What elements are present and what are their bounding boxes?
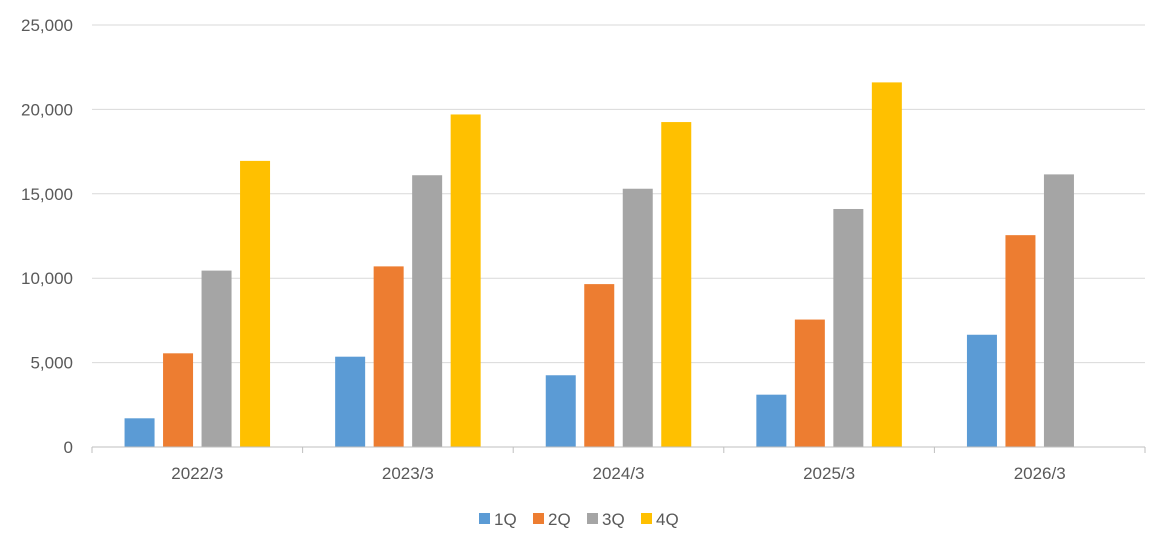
legend-swatch-3Q	[587, 513, 598, 524]
bar-2Q-2024-3	[584, 284, 615, 447]
bar-3Q-2026-3	[1043, 174, 1074, 447]
bar-4Q-2023-3	[450, 114, 481, 448]
bar-2Q-2023-3	[373, 266, 404, 447]
x-tick-label: 2026/3	[1014, 464, 1066, 483]
bar-1Q-2026-3	[966, 334, 997, 447]
x-tick-label: 2023/3	[382, 464, 434, 483]
x-tick-label: 2022/3	[171, 464, 223, 483]
bar-2Q-2022-3	[163, 353, 194, 447]
legend-swatch-4Q	[641, 513, 652, 524]
bars	[124, 82, 1074, 448]
bar-2Q-2026-3	[1005, 235, 1036, 447]
y-tick-label: 0	[64, 438, 73, 457]
legend-label-2Q: 2Q	[548, 510, 571, 529]
legend-label-4Q: 4Q	[656, 510, 679, 529]
y-tick-label: 25,000	[21, 16, 73, 35]
bar-2Q-2025-3	[794, 319, 825, 447]
legend-label-1Q: 1Q	[494, 510, 517, 529]
legend-swatch-1Q	[479, 513, 490, 524]
x-tick-label: 2025/3	[803, 464, 855, 483]
bar-1Q-2023-3	[335, 356, 366, 447]
x-axis	[91, 446, 1146, 453]
y-tick-label: 10,000	[21, 269, 73, 288]
x-tick-label: 2024/3	[593, 464, 645, 483]
y-tick-label: 20,000	[21, 100, 73, 119]
bar-3Q-2023-3	[412, 175, 443, 447]
y-tick-label: 15,000	[21, 185, 73, 204]
legend-label-3Q: 3Q	[602, 510, 625, 529]
y-tick-label: 5,000	[30, 354, 73, 373]
y-axis-tick-labels: 0 5,000 10,000 15,000 20,000 25,000	[21, 16, 73, 457]
legend-swatch-2Q	[533, 513, 544, 524]
bar-1Q-2024-3	[545, 375, 576, 447]
x-axis-tick-labels: 2022/3 2023/3 2024/3 2025/3 2026/3	[171, 464, 1065, 483]
bar-3Q-2022-3	[201, 270, 232, 447]
legend: 1Q 2Q 3Q 4Q	[479, 510, 679, 529]
bar-4Q-2024-3	[661, 122, 692, 447]
bar-1Q-2025-3	[756, 394, 787, 447]
bar-3Q-2024-3	[622, 188, 653, 447]
bar-1Q-2022-3	[124, 418, 155, 447]
bar-4Q-2025-3	[871, 82, 902, 447]
bar-4Q-2022-3	[240, 160, 271, 447]
bar-3Q-2025-3	[833, 208, 864, 447]
